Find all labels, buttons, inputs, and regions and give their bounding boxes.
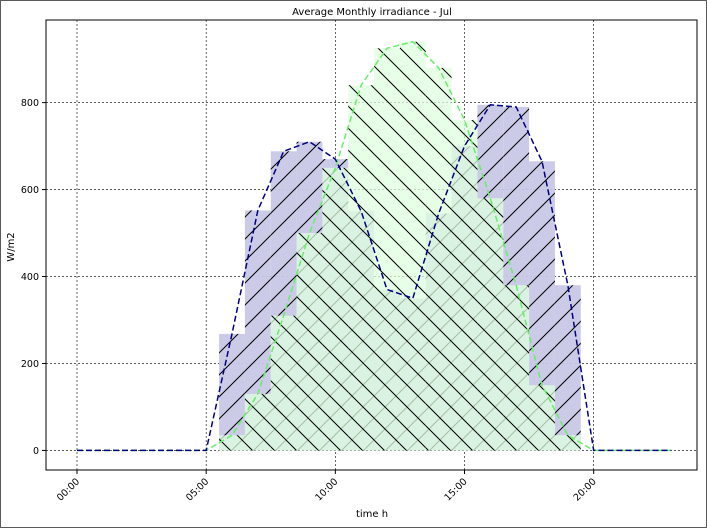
series-2-hatch	[322, 167, 349, 451]
y-axis-label: W/m2	[6, 232, 17, 261]
x-tick-label: 20:00	[572, 476, 599, 503]
y-tick-label: 200	[21, 359, 39, 370]
series-2-hatch	[348, 85, 375, 451]
series-2-hatch	[399, 41, 426, 451]
series-2-hatch	[244, 393, 271, 451]
x-tick-label: 00:00	[55, 476, 82, 503]
series-1-hatch	[219, 333, 245, 451]
series-1-line	[77, 103, 672, 452]
series-2-hatch	[270, 315, 297, 451]
series-2-hatch	[503, 285, 530, 451]
x-axis: 00:00 05:00 10:00 15:00 20:00	[55, 470, 599, 503]
y-axis: 0 200 400 600 800	[21, 98, 46, 457]
series-2-hatch	[296, 233, 323, 451]
x-tick-label: 10:00	[313, 476, 340, 503]
y-tick-label: 400	[21, 272, 39, 283]
series-2-hatch	[451, 120, 478, 451]
series-2-hatch	[477, 198, 504, 451]
series-1-hatch	[554, 285, 581, 451]
series-2-hatch	[219, 435, 245, 451]
chart-title: Average Monthly irradiance - Jul	[292, 7, 452, 18]
y-tick-label: 0	[33, 446, 39, 457]
x-tick-label: 15:00	[442, 476, 469, 503]
y-tick-label: 600	[21, 185, 39, 196]
x-axis-label: time h	[356, 509, 388, 520]
x-tick-label: 05:00	[184, 476, 211, 503]
series-2-hatch	[529, 385, 555, 451]
series-2-hatch	[554, 435, 581, 451]
series-2-hatch	[425, 67, 452, 451]
y-tick-label: 800	[21, 98, 39, 109]
plot-area	[77, 40, 672, 452]
series-2-hatch	[374, 48, 400, 451]
plot-border	[45, 19, 698, 471]
